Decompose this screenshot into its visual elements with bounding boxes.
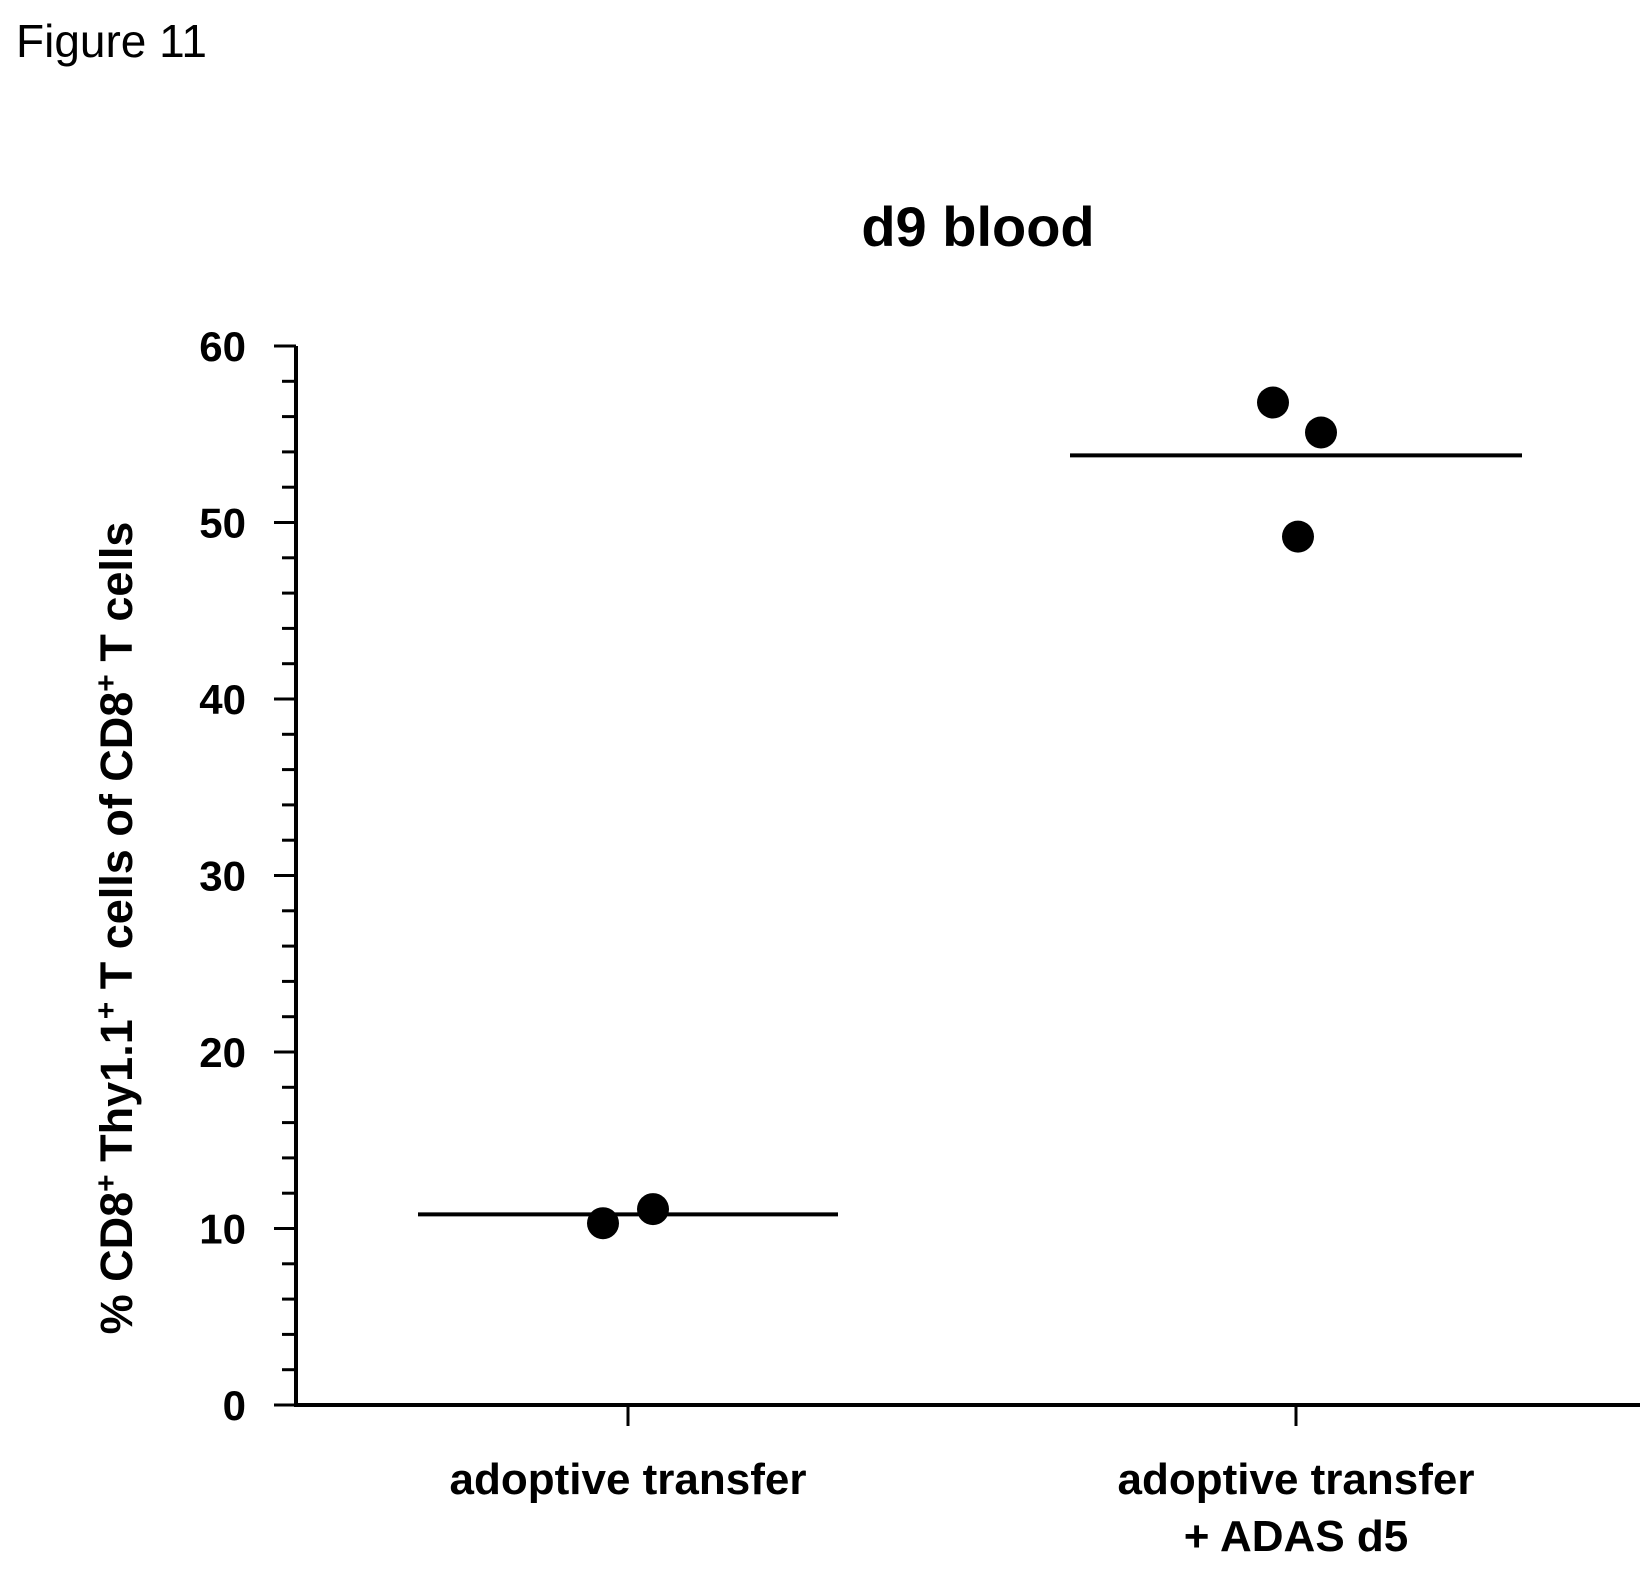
y-tick-label: 50 xyxy=(199,500,246,547)
y-axis-label-part-d: T cells xyxy=(91,522,142,675)
data-points xyxy=(587,386,1337,1240)
data-point xyxy=(1305,416,1337,449)
x-ticks: adoptive transfer adoptive transfer + ADAS… xyxy=(450,1405,1475,1561)
data-point xyxy=(1282,520,1314,553)
y-ticks: 0 10 20 30 40 50 60 xyxy=(199,323,296,1429)
y-tick-label: 60 xyxy=(199,323,246,370)
y-tick-label: 20 xyxy=(199,1029,246,1076)
y-tick-label: 10 xyxy=(199,1206,246,1253)
mean-lines xyxy=(418,453,1522,1217)
x-tick-label: adoptive transfer xyxy=(1118,1455,1475,1504)
y-axis-label-sup-a: + xyxy=(90,1174,123,1192)
y-axis-label-part-a: % CD8 xyxy=(91,1192,142,1335)
x-tick-label-line2: + ADAS d5 xyxy=(1184,1512,1409,1561)
y-axis-label-part-b: Thy1.1 xyxy=(91,1019,142,1174)
y-axis-label: % CD8+ Thy1.1+ T cells of CD8+ T cells xyxy=(90,522,143,1335)
data-point xyxy=(587,1207,619,1240)
figure-label: Figure 11 xyxy=(16,15,207,67)
chart-title: d9 blood xyxy=(861,195,1094,258)
y-axis-label-part-c: T cells of CD8 xyxy=(91,692,142,1002)
y-axis-label-sup-c: + xyxy=(90,674,123,692)
x-tick-label: adoptive transfer xyxy=(450,1455,807,1504)
data-point xyxy=(637,1193,669,1226)
data-point xyxy=(1257,386,1289,419)
y-axis-label-sup-b: + xyxy=(90,1002,123,1020)
y-tick-label: 40 xyxy=(199,676,246,723)
y-tick-label: 30 xyxy=(199,853,246,900)
y-tick-label: 0 xyxy=(223,1382,246,1429)
